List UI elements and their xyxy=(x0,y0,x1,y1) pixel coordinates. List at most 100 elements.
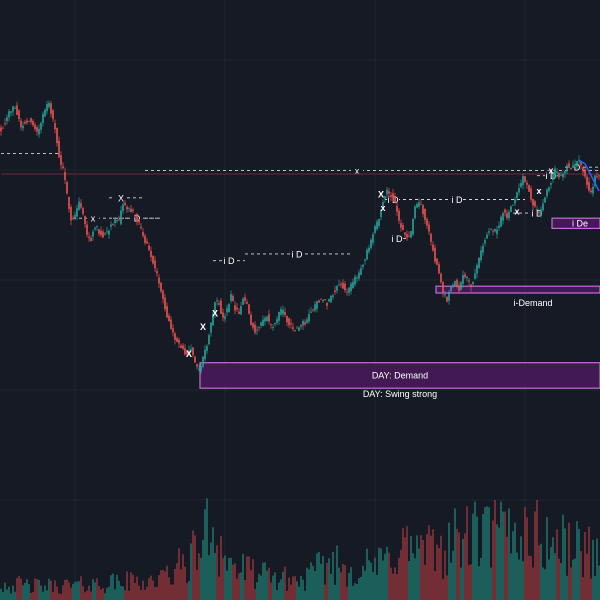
candle-body xyxy=(152,255,154,264)
candle-body xyxy=(128,207,130,209)
volume-bar xyxy=(538,545,540,600)
candle-body xyxy=(20,120,22,128)
candle-body xyxy=(382,202,384,208)
volume-bar xyxy=(226,570,228,600)
candle-body xyxy=(70,207,72,221)
volume-bar xyxy=(536,500,538,600)
candle-body xyxy=(412,218,414,235)
volume-bar xyxy=(576,521,578,600)
candle-body xyxy=(570,167,572,169)
volume-bar xyxy=(268,567,270,600)
candle-body xyxy=(546,189,548,197)
volume-bar xyxy=(308,569,310,600)
candle-body xyxy=(48,102,50,108)
candle-body xyxy=(432,244,434,251)
volume-bar xyxy=(546,517,548,600)
volume-bar xyxy=(136,576,138,600)
candle-body xyxy=(368,247,370,252)
volume-bar xyxy=(266,570,268,600)
candle-body xyxy=(22,125,24,129)
candle-body xyxy=(72,217,74,219)
volume-bar xyxy=(404,537,406,600)
candle-body xyxy=(110,224,112,227)
candle-body xyxy=(8,111,10,118)
volume-bar xyxy=(506,536,508,600)
volume-bar xyxy=(228,557,230,600)
volume-bar xyxy=(70,587,72,600)
volume-bar xyxy=(130,572,132,600)
candle-body xyxy=(240,306,242,315)
volume-bar xyxy=(406,526,408,600)
volume-bar xyxy=(102,588,104,600)
demand-zones[interactable] xyxy=(199,217,600,389)
candle-body xyxy=(58,140,60,158)
volume-bar xyxy=(410,536,412,600)
marker-x-3: X xyxy=(212,308,218,318)
volume-bar xyxy=(306,567,308,600)
candle-body xyxy=(288,318,290,326)
candle-body xyxy=(304,322,306,325)
candle-body xyxy=(238,311,240,314)
volume-bar xyxy=(74,581,76,600)
candle-body xyxy=(458,285,460,291)
volume-bar xyxy=(520,536,522,600)
volume-bar xyxy=(284,566,286,600)
candle-body xyxy=(230,294,232,301)
candle-body xyxy=(254,324,256,333)
candle-body xyxy=(568,163,570,168)
volume-bar xyxy=(50,580,52,600)
candle-body xyxy=(142,231,144,237)
candle-body xyxy=(520,183,522,188)
volume-bar xyxy=(22,585,24,600)
volume-bar xyxy=(508,508,510,600)
volume-bar xyxy=(558,558,560,600)
zone-i-demand-small[interactable] xyxy=(551,217,600,229)
candle-body xyxy=(92,231,94,237)
zone-day-demand[interactable] xyxy=(199,362,600,389)
candle-body xyxy=(498,225,500,228)
volume-bar xyxy=(62,585,64,600)
level-label-x-mid: X xyxy=(118,193,124,203)
volume-bar xyxy=(206,498,208,600)
candle-body xyxy=(312,309,314,311)
volume-bar xyxy=(444,550,446,600)
volume-bar xyxy=(424,564,426,600)
volume-bar xyxy=(502,511,504,600)
candle-body xyxy=(122,204,124,212)
candle-body xyxy=(18,110,20,120)
volume-bar xyxy=(44,585,46,600)
volume-bar xyxy=(272,575,274,600)
candle-body xyxy=(246,302,248,304)
candle-body xyxy=(172,328,174,333)
volume-bar xyxy=(124,590,126,600)
volume-bar xyxy=(150,575,152,600)
candle-body xyxy=(32,120,34,126)
candle-body xyxy=(202,356,204,367)
volume-bar xyxy=(14,591,16,600)
candle-body xyxy=(422,204,424,215)
candle-body xyxy=(338,284,340,286)
volume-bar xyxy=(494,500,496,600)
candle-body xyxy=(80,203,82,208)
candle-body xyxy=(598,175,600,177)
volume-bar xyxy=(362,565,364,600)
volume-bar xyxy=(498,527,500,600)
volume-bar xyxy=(544,569,546,600)
volume-bar xyxy=(120,585,122,600)
candle-body xyxy=(196,364,198,367)
candlesticks[interactable] xyxy=(0,100,600,375)
candle-body xyxy=(112,224,114,226)
candle-body xyxy=(490,229,492,231)
candle-body xyxy=(146,241,148,244)
volume-bar xyxy=(578,529,580,600)
zone-i-demand[interactable] xyxy=(435,285,600,294)
level-label-id-level-5: i D xyxy=(546,171,558,181)
volume-bar xyxy=(402,528,404,600)
candle-body xyxy=(388,191,390,194)
candle-body xyxy=(326,303,328,306)
volume-bar xyxy=(454,508,456,600)
candle-body xyxy=(140,226,142,229)
candle-body xyxy=(44,109,46,117)
candle-body xyxy=(560,175,562,177)
